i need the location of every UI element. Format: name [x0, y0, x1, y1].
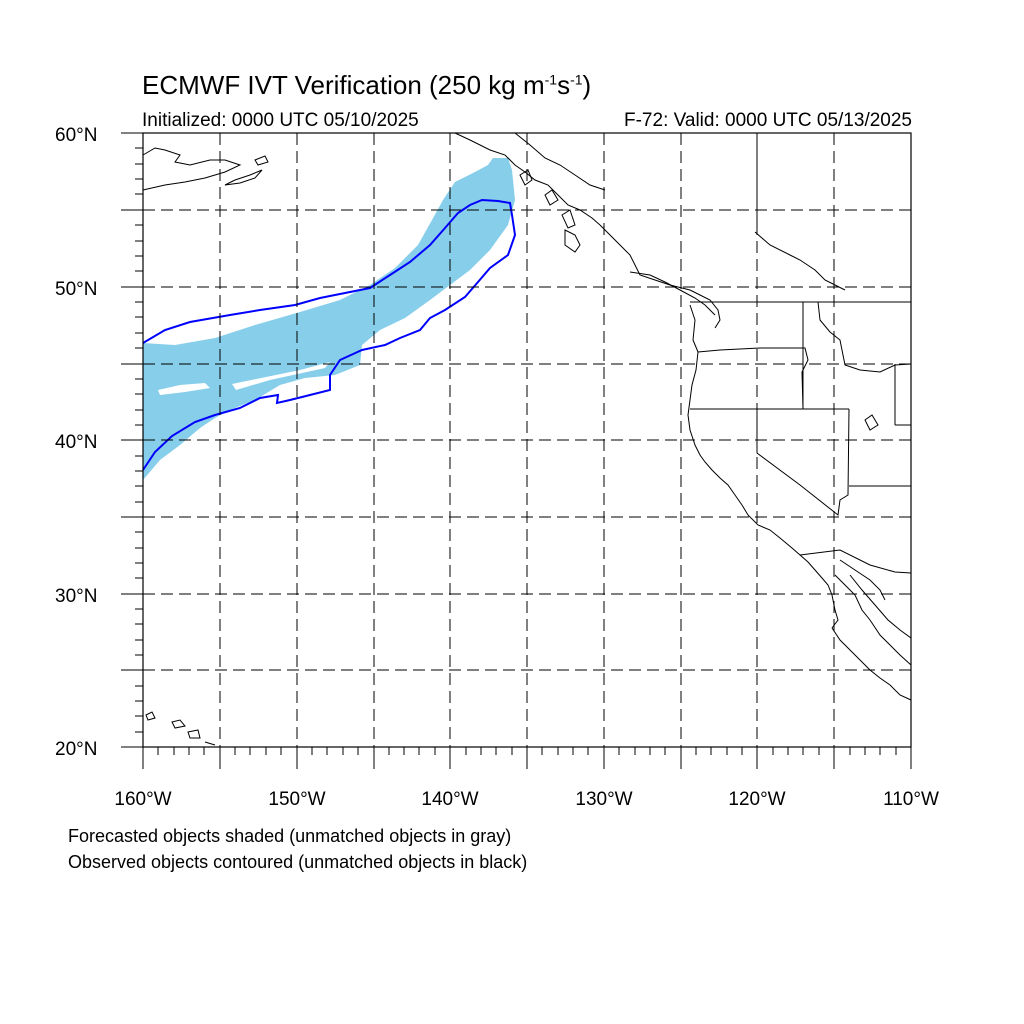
lat-label-60: 60°N [55, 125, 97, 146]
lon-gridlines [219, 133, 835, 747]
observed-contour [142, 198, 517, 471]
forecast-object [143, 158, 515, 480]
lat-label-30: 30°N [55, 586, 97, 607]
lon-label-140w: 140°W [421, 789, 478, 810]
coastlines [142, 132, 912, 746]
lon-label-160w: 160°W [114, 789, 171, 810]
state-borders [690, 133, 912, 574]
valid-time: F-72: Valid: 0000 UTC 05/13/2025 [624, 110, 912, 131]
forecast-legend-note: Forecasted objects shaded (unmatched obj… [68, 826, 512, 846]
lon-label-150w: 150°W [268, 789, 325, 810]
lat-label-20: 20°N [55, 739, 97, 760]
lon-label-120w: 120°W [728, 789, 785, 810]
lat-ticks [121, 132, 143, 748]
lon-label-130w: 130°W [575, 789, 632, 810]
lon-label-110w: 110°W [883, 789, 939, 810]
forecast-gap [232, 362, 330, 390]
lat-label-40: 40°N [55, 432, 97, 453]
observed-legend-note: Observed objects contoured (unmatched ob… [68, 852, 528, 872]
figure-title: ECMWF IVT Verification (250 kg m-1s-1) [142, 70, 592, 100]
lat-label-50: 50°N [55, 279, 97, 300]
lon-ticks [142, 747, 912, 769]
forecast-gap [158, 383, 210, 395]
initialized-time: Initialized: 0000 UTC 05/10/2025 [142, 110, 419, 131]
